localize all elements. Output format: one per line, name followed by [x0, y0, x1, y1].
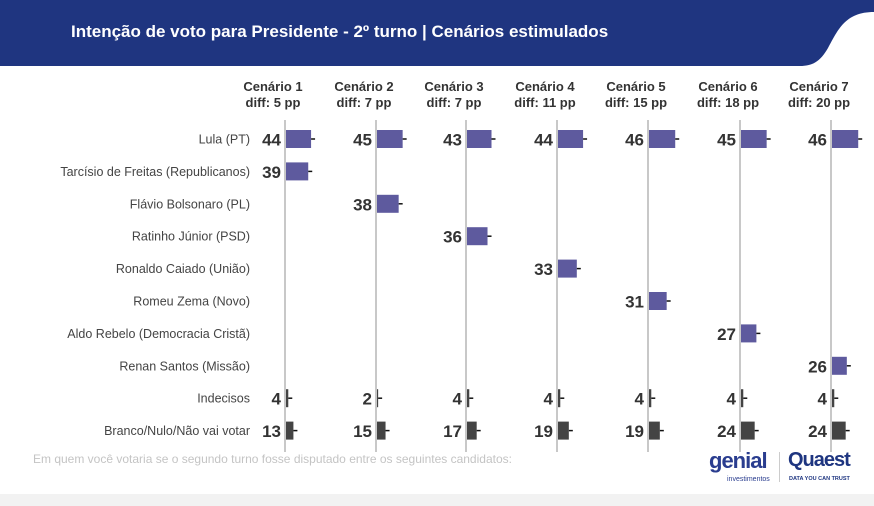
value-label: 4 — [635, 390, 645, 409]
category-label: Lula (PT) — [199, 133, 250, 147]
bar — [467, 389, 470, 408]
chart-svg: Lula (PT) Tarcísio de Freitas (Republican… — [60, 79, 863, 452]
bar — [832, 130, 859, 148]
scenario-diff: diff: 15 pp — [605, 95, 667, 110]
bar — [286, 421, 294, 440]
bar — [558, 421, 569, 440]
category-label: Renan Santos (Missão) — [119, 359, 250, 373]
scenario-diff: diff: 7 pp — [337, 95, 392, 110]
bar — [377, 130, 403, 148]
category-label: Aldo Rebelo (Democracia Cristã) — [67, 327, 250, 341]
value-label: 39 — [262, 163, 281, 182]
bar — [649, 292, 667, 310]
logo-divider — [779, 452, 780, 482]
value-label: 27 — [717, 325, 736, 344]
scenario-diff: diff: 5 pp — [246, 95, 301, 110]
category-label: Indecisos — [197, 392, 250, 406]
scenario-diff: diff: 20 pp — [788, 95, 850, 110]
value-label: 4 — [272, 390, 282, 409]
value-label: 2 — [363, 390, 372, 409]
bar — [741, 389, 744, 408]
bar — [558, 130, 584, 148]
quaest-logo: Quaest — [788, 449, 851, 471]
category-label: Romeu Zema (Novo) — [133, 295, 250, 309]
header-band — [0, 0, 874, 66]
bar — [649, 421, 660, 440]
value-label: 46 — [808, 131, 827, 150]
bar — [558, 389, 561, 408]
footer-strip — [0, 494, 874, 506]
bar — [832, 356, 847, 375]
value-label: 13 — [262, 422, 281, 441]
value-label: 44 — [534, 131, 553, 150]
category-label: Branco/Nulo/Não vai votar — [104, 424, 250, 438]
value-label: 15 — [353, 422, 372, 441]
bar — [467, 227, 488, 246]
category-label: Flávio Bolsonaro (PL) — [130, 197, 250, 211]
value-label: 24 — [717, 422, 736, 441]
scenario-diff: diff: 11 pp — [514, 95, 575, 110]
value-label: 4 — [453, 390, 463, 409]
bar — [649, 130, 676, 148]
value-label: 24 — [808, 422, 827, 441]
scenario-title: Cenário 1 — [243, 79, 302, 94]
bar — [741, 421, 755, 440]
bar — [286, 130, 312, 148]
value-label: 43 — [443, 131, 462, 150]
value-label: 31 — [625, 293, 644, 312]
bar — [741, 130, 767, 148]
value-label: 45 — [717, 131, 736, 150]
bar — [741, 324, 757, 343]
scenario-title: Cenário 6 — [698, 79, 757, 94]
value-label: 46 — [625, 131, 644, 150]
bar — [286, 389, 289, 408]
value-label: 26 — [808, 357, 827, 376]
genial-logo: genial — [709, 448, 768, 473]
value-label: 19 — [625, 422, 644, 441]
bar — [467, 421, 477, 440]
value-label: 44 — [262, 131, 281, 150]
bar — [649, 389, 652, 408]
scenario-diff: diff: 18 pp — [697, 95, 759, 110]
value-label: 19 — [534, 422, 553, 441]
value-label: 38 — [353, 195, 372, 214]
category-label: Ratinho Júnior (PSD) — [132, 230, 250, 244]
value-label: 33 — [534, 260, 553, 279]
value-label: 4 — [544, 390, 554, 409]
scenario-title: Cenário 4 — [515, 79, 575, 94]
bar — [377, 194, 399, 213]
bar — [377, 421, 386, 440]
header-banner — [0, 0, 874, 66]
value-label: 4 — [818, 390, 828, 409]
bar — [832, 389, 835, 408]
value-label: 4 — [727, 390, 737, 409]
scenario-title: Cenário 5 — [606, 79, 665, 94]
value-label: 36 — [443, 228, 462, 247]
quaest-logo-sub: DATA YOU CAN TRUST — [789, 476, 850, 482]
category-label: Ronaldo Caiado (União) — [116, 262, 250, 276]
category-label: Tarcísio de Freitas (Republicanos) — [60, 165, 250, 179]
scenario-title: Cenário 2 — [334, 79, 393, 94]
bar — [377, 389, 379, 408]
footnote: Em quem você votaria se o segundo turno … — [33, 452, 512, 466]
page-title: Intenção de voto para Presidente - 2º tu… — [71, 22, 609, 41]
bar — [286, 162, 309, 181]
bar — [467, 130, 492, 148]
scenario-title: Cenário 3 — [424, 79, 483, 94]
bar — [558, 259, 577, 278]
value-label: 17 — [443, 422, 462, 441]
scenario-diff: diff: 7 pp — [427, 95, 482, 110]
genial-logo-sub: investimentos — [727, 476, 770, 483]
scenario-title: Cenário 7 — [789, 79, 848, 94]
value-label: 45 — [353, 131, 372, 150]
bar — [832, 421, 846, 440]
